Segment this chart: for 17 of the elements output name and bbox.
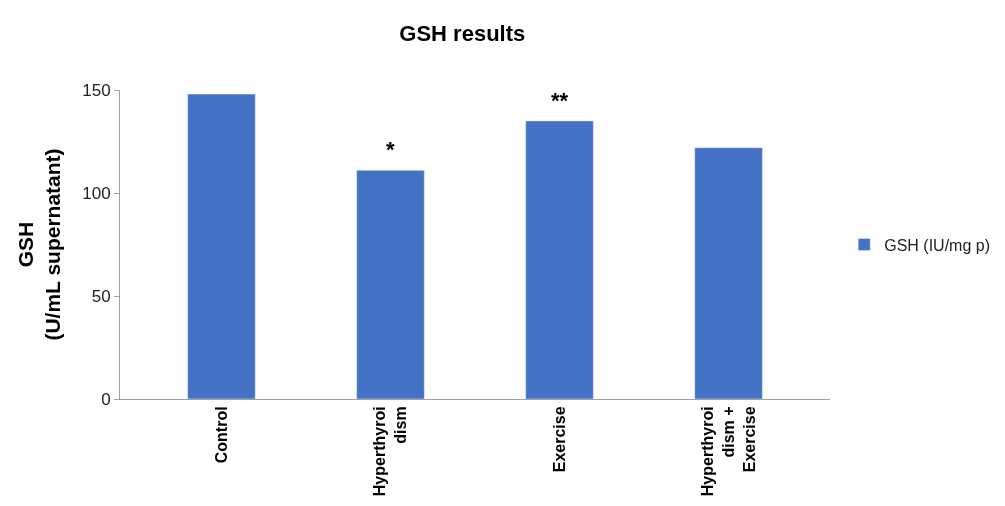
bar <box>187 93 256 399</box>
x-tick-label: Hyperthyroi dism + Exercise <box>698 406 758 497</box>
x-tick-label: Exercise <box>550 406 568 473</box>
legend-label: GSH (IU/mg p) <box>884 236 990 254</box>
bar <box>694 147 763 399</box>
y-axis-title: GSH (U/mL supernatant) <box>14 148 65 341</box>
y-tick-label: 100 <box>82 183 111 203</box>
annotation: * <box>386 137 395 162</box>
x-tick-label: Control <box>212 406 230 464</box>
annotation: ** <box>551 88 569 113</box>
y-tick-label: 0 <box>101 389 111 409</box>
bar <box>356 170 425 399</box>
y-tick-label: 50 <box>91 286 111 306</box>
x-tick-label: Hyperthyroi dism <box>371 406 410 497</box>
chart-title: GSH results <box>399 20 526 46</box>
bar <box>525 120 594 399</box>
y-tick-label: 150 <box>82 80 111 100</box>
